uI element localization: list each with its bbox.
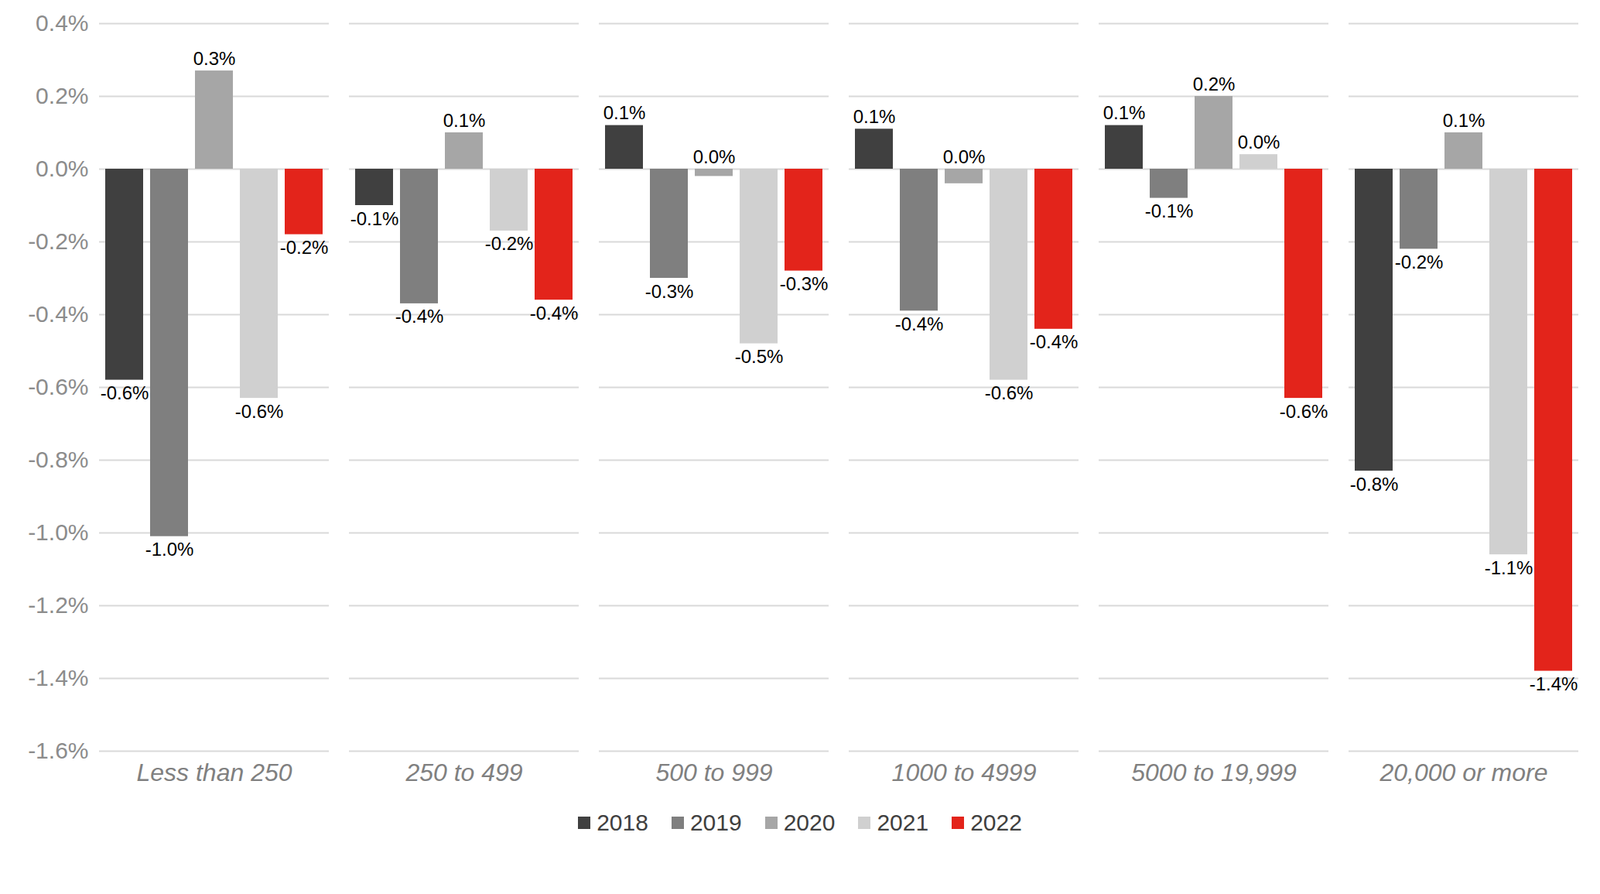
- svg-text:-0.2%: -0.2%: [27, 228, 89, 254]
- svg-text:0.3%: 0.3%: [193, 47, 236, 69]
- svg-text:0.1%: 0.1%: [853, 105, 896, 127]
- svg-text:-0.2%: -0.2%: [1394, 251, 1444, 273]
- svg-text:-1.0%: -1.0%: [145, 538, 195, 560]
- svg-text:250 to 499: 250 to 499: [404, 758, 523, 787]
- svg-text:-0.6%: -0.6%: [27, 373, 89, 400]
- svg-text:0.2%: 0.2%: [35, 82, 89, 109]
- svg-text:0.0%: 0.0%: [1237, 131, 1281, 153]
- svg-text:5000 to 19,999: 5000 to 19,999: [1131, 758, 1297, 787]
- svg-text:500 to 999: 500 to 999: [655, 758, 773, 787]
- svg-text:-1.1%: -1.1%: [1484, 557, 1534, 578]
- svg-text:0.0%: 0.0%: [943, 146, 986, 168]
- svg-text:-0.6%: -0.6%: [1279, 400, 1329, 422]
- svg-text:-0.3%: -0.3%: [779, 273, 829, 295]
- svg-text:-0.5%: -0.5%: [735, 345, 784, 367]
- svg-text:0.0%: 0.0%: [35, 155, 89, 182]
- svg-text:Less than 250: Less than 250: [136, 758, 292, 787]
- svg-text:-1.2%: -1.2%: [27, 591, 89, 618]
- svg-text:-1.4%: -1.4%: [1529, 673, 1579, 695]
- svg-text:-0.4%: -0.4%: [27, 300, 89, 327]
- svg-text:-0.4%: -0.4%: [1029, 331, 1079, 353]
- svg-text:-0.2%: -0.2%: [280, 236, 329, 258]
- svg-text:-0.3%: -0.3%: [645, 280, 695, 302]
- svg-text:-0.6%: -0.6%: [984, 382, 1034, 404]
- svg-text:-0.1%: -0.1%: [350, 208, 400, 230]
- html-text:2018: 2018: [596, 809, 649, 835]
- svg-text:20,000 or more: 20,000 or more: [1378, 758, 1548, 787]
- html-text:2022: 2022: [970, 809, 1022, 835]
- svg-text:0.0%: 0.0%: [693, 146, 736, 168]
- svg-text:-1.4%: -1.4%: [27, 664, 89, 691]
- svg-text:-0.8%: -0.8%: [27, 446, 89, 472]
- html-text:2021: 2021: [876, 809, 929, 835]
- svg-text:-0.6%: -0.6%: [235, 400, 284, 422]
- svg-text:-1.6%: -1.6%: [27, 737, 89, 763]
- svg-text:-1.0%: -1.0%: [27, 519, 89, 545]
- svg-text:-0.1%: -0.1%: [1145, 200, 1194, 222]
- html-text:2019: 2019: [690, 809, 742, 835]
- svg-text:-0.4%: -0.4%: [895, 313, 944, 335]
- svg-text:0.4%: 0.4%: [35, 10, 89, 36]
- svg-text:-0.6%: -0.6%: [100, 382, 150, 404]
- svg-text:0.1%: 0.1%: [603, 102, 647, 124]
- svg-text:-0.2%: -0.2%: [485, 232, 534, 254]
- svg-text:0.1%: 0.1%: [443, 109, 486, 131]
- svg-text:-0.4%: -0.4%: [529, 302, 579, 324]
- svg-text:0.1%: 0.1%: [1442, 109, 1486, 131]
- svg-text:0.2%: 0.2%: [1193, 73, 1236, 95]
- svg-text:1000 to 4999: 1000 to 4999: [892, 758, 1037, 787]
- html-text:2020: 2020: [783, 809, 836, 835]
- svg-text:0.1%: 0.1%: [1103, 102, 1146, 124]
- svg-text:-0.8%: -0.8%: [1350, 473, 1399, 495]
- svg-text:-0.4%: -0.4%: [395, 305, 445, 327]
